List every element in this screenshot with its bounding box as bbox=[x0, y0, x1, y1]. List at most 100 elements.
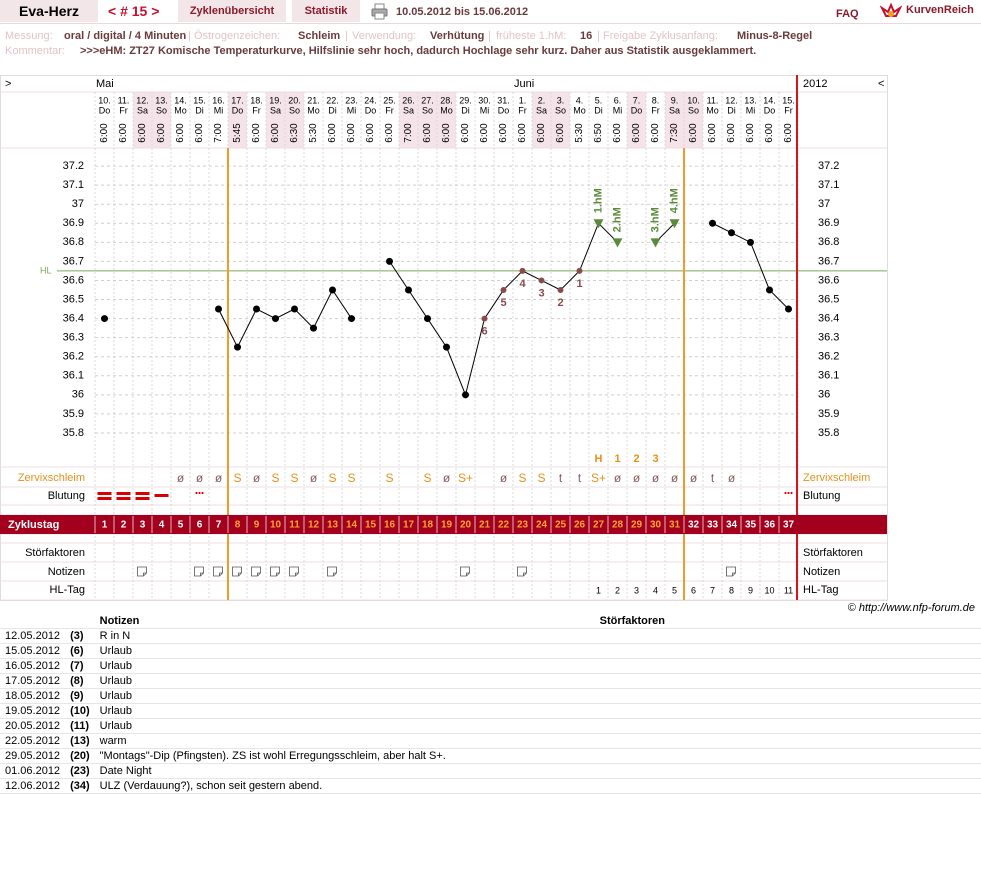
note-icon[interactable] bbox=[232, 566, 242, 577]
temperature-point bbox=[424, 315, 431, 323]
tab[interactable]: Statistik bbox=[292, 0, 360, 22]
time-label: 6:00 bbox=[745, 123, 756, 143]
cycle-day: 7 bbox=[216, 520, 222, 531]
note-cycle-day: (13) bbox=[65, 733, 95, 749]
y-tick-label: 36.6 bbox=[63, 274, 84, 286]
weekday-label: Do bbox=[764, 105, 776, 115]
weekday-label: Sa bbox=[669, 105, 680, 115]
note-date: 17.05.2012 bbox=[0, 673, 66, 689]
note-date: 20.05.2012 bbox=[0, 718, 66, 734]
field-label: Freigabe Zyklusanfang: bbox=[603, 30, 718, 42]
time-label: 6:00 bbox=[612, 123, 623, 143]
time-label: 6:00 bbox=[422, 123, 433, 143]
notes-row: 19.05.2012 (10) Urlaub bbox=[0, 703, 981, 719]
note-icon[interactable] bbox=[726, 566, 736, 577]
tab[interactable]: Zyklenübersicht bbox=[178, 0, 286, 22]
weekday-label: Mi bbox=[347, 105, 357, 115]
note-icon[interactable] bbox=[137, 566, 147, 577]
date-label: 19. bbox=[269, 95, 282, 105]
note-icon[interactable] bbox=[327, 566, 337, 577]
cycle-day: 4 bbox=[159, 520, 165, 531]
time-label: 7:30 bbox=[669, 123, 680, 143]
time-label: 6:00 bbox=[650, 123, 661, 143]
notes-row: 12.05.2012 (3) R in N bbox=[0, 628, 981, 644]
mucus-value: S+ bbox=[591, 471, 606, 485]
mucus-value: ø bbox=[177, 471, 185, 485]
faq-link[interactable]: FAQ bbox=[836, 8, 859, 20]
note-icon[interactable] bbox=[270, 566, 280, 577]
header-rule bbox=[0, 23, 981, 24]
y-tick-label: 36.2 bbox=[63, 351, 84, 363]
weekday-label: Do bbox=[365, 105, 377, 115]
note-date: 12.05.2012 bbox=[0, 628, 66, 644]
y2-tick-label: 36.8 bbox=[818, 236, 839, 248]
date-label: 28. bbox=[440, 95, 453, 105]
nav[interactable]: > bbox=[5, 78, 11, 90]
mucus-value: t bbox=[578, 471, 582, 485]
fertility-label: 2 bbox=[633, 453, 639, 465]
mucus-value: ø bbox=[728, 471, 736, 485]
hl-day: 4 bbox=[653, 585, 658, 595]
cycle-day: 20 bbox=[460, 520, 472, 531]
note-icon[interactable] bbox=[251, 566, 261, 577]
lower-label: 4 bbox=[519, 278, 526, 290]
bleeding-bar bbox=[97, 497, 112, 500]
note-text: Urlaub bbox=[94, 688, 595, 704]
time-label: 6:00 bbox=[365, 123, 376, 143]
cycle-day: 37 bbox=[783, 520, 795, 531]
y-tick-label: 36.4 bbox=[63, 312, 84, 324]
weekend-shade bbox=[399, 92, 418, 148]
disturbance bbox=[594, 688, 981, 704]
hm-point bbox=[669, 219, 680, 229]
weekday-label: Do bbox=[232, 105, 244, 115]
lower-point bbox=[519, 267, 526, 274]
cycle-day: 15 bbox=[365, 520, 377, 531]
weekday-label: Mi bbox=[613, 105, 623, 115]
cycle-nav[interactable]: < # 15 > bbox=[108, 3, 160, 19]
hl-day: 10 bbox=[764, 585, 774, 595]
note-icon[interactable] bbox=[289, 566, 299, 577]
cycle-day: 24 bbox=[536, 520, 548, 531]
weekday-label: So bbox=[289, 105, 300, 115]
y2-tick-label: 36.4 bbox=[818, 312, 839, 324]
note-cycle-day: (34) bbox=[65, 778, 95, 794]
nav[interactable]: < bbox=[878, 78, 884, 90]
hm-label: 4.hM bbox=[668, 188, 680, 213]
note-cycle-day: (7) bbox=[65, 658, 95, 674]
time-label: 6:00 bbox=[726, 123, 737, 143]
date-label: 27. bbox=[421, 95, 434, 105]
note-icon[interactable] bbox=[213, 566, 223, 577]
cycle-day: 5 bbox=[178, 520, 184, 531]
note-icon[interactable] bbox=[517, 566, 527, 577]
weekday-label: Fr bbox=[119, 105, 128, 115]
logo[interactable]: KurvenReich bbox=[906, 4, 974, 16]
bleeding-bar bbox=[97, 492, 112, 495]
month-label: Mai bbox=[96, 78, 114, 90]
cycle-day: 34 bbox=[726, 520, 738, 531]
disturbance bbox=[594, 718, 981, 734]
note-text: Urlaub bbox=[94, 673, 595, 689]
note-icon[interactable] bbox=[194, 566, 204, 577]
note-text: Urlaub bbox=[94, 703, 595, 719]
temperature-point bbox=[272, 315, 279, 323]
note-icon[interactable] bbox=[460, 566, 470, 577]
y-tick-label: 37.2 bbox=[63, 160, 84, 172]
y2-tick-label: 35.8 bbox=[818, 427, 839, 439]
date-label: 5. bbox=[595, 95, 603, 105]
time-label: 6:00 bbox=[460, 123, 471, 143]
weekday-label: Fr bbox=[385, 105, 394, 115]
note-date: 29.05.2012 bbox=[0, 748, 66, 764]
cycle-day: 2 bbox=[121, 520, 127, 531]
note-cycle-day: (20) bbox=[65, 748, 95, 764]
bleeding-dot bbox=[784, 491, 787, 495]
mucus-value: ø bbox=[310, 471, 318, 485]
bleeding-dot bbox=[201, 491, 204, 495]
bleeding-mark bbox=[784, 491, 793, 495]
print-icon[interactable] bbox=[371, 3, 389, 20]
disturbance bbox=[594, 673, 981, 689]
row-label: Zervixschleim bbox=[18, 472, 85, 484]
notes-row: 15.05.2012 (6) Urlaub bbox=[0, 643, 981, 659]
date-label: 1. bbox=[519, 95, 527, 105]
weekday-label: So bbox=[156, 105, 167, 115]
cycle-day: 29 bbox=[631, 520, 643, 531]
